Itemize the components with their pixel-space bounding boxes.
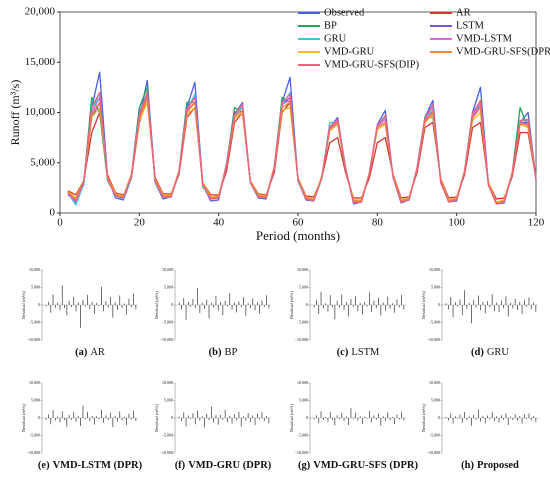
caption-part: (g) bbox=[298, 460, 311, 471]
y-tick-label: −5,000 bbox=[297, 432, 308, 438]
legend-label: GRU bbox=[324, 33, 347, 44]
y-tick-label: 5,000 bbox=[299, 284, 308, 290]
y-tick-label: 10,000 bbox=[429, 380, 440, 386]
x-tick-label: 120 bbox=[528, 217, 545, 229]
y-tick-label: −10,000 bbox=[160, 337, 173, 343]
caption-part: GRU bbox=[487, 347, 510, 358]
y-tick-label: −5,000 bbox=[297, 319, 308, 325]
y-tick-label: 10,000 bbox=[25, 106, 56, 118]
panel-caption: (g) VMD-GRU-SFS (DPR) bbox=[298, 460, 418, 471]
legend-label: VMD-LSTM bbox=[456, 33, 513, 44]
legend-label: AR bbox=[456, 7, 471, 18]
caption-part: VMD-LSTM (DPR) bbox=[53, 460, 143, 471]
y-tick-label: −10,000 bbox=[27, 337, 40, 343]
y-tick-label: 5,000 bbox=[31, 284, 40, 290]
caption-part: (c) bbox=[337, 347, 349, 358]
series-line bbox=[67, 91, 537, 205]
series-line bbox=[67, 71, 537, 205]
caption-part: (h) bbox=[461, 460, 474, 471]
caption-part: Proposed bbox=[477, 460, 519, 471]
caption-part: (d) bbox=[471, 347, 484, 358]
panel-caption: (a) AR bbox=[75, 347, 105, 358]
y-tick-label: −10,000 bbox=[295, 337, 308, 343]
caption-part: (b) bbox=[209, 347, 222, 358]
legend-label: VMD-GRU bbox=[324, 46, 375, 57]
y-tick-label: −10,000 bbox=[427, 450, 440, 456]
y-tick-label: −10,000 bbox=[160, 450, 173, 456]
caption-part: VMD-GRU (DPR) bbox=[188, 460, 272, 471]
panel-caption: (f) VMD-GRU (DPR) bbox=[175, 460, 272, 471]
x-axis-label: Period (months) bbox=[256, 228, 340, 243]
y-tick-label: 5,000 bbox=[431, 284, 440, 290]
y-tick-label: −5,000 bbox=[29, 432, 40, 438]
y-tick-label: −10,000 bbox=[295, 450, 308, 456]
y-axis-label: Residual (m³/s) bbox=[289, 404, 294, 432]
legend-label: VMD-GRU-SFS(DPR) bbox=[456, 46, 550, 57]
x-tick-label: 40 bbox=[213, 217, 225, 229]
x-tick-label: 20 bbox=[134, 217, 146, 229]
legend-label: VMD-GRU-SFS(DIP) bbox=[324, 59, 420, 70]
x-tick-label: 80 bbox=[372, 217, 384, 229]
y-tick-label: 0 bbox=[438, 415, 440, 420]
x-tick-label: 60 bbox=[293, 217, 305, 229]
caption-part: BP bbox=[225, 347, 238, 358]
caption-part: (f) bbox=[175, 460, 186, 471]
y-tick-label: 0 bbox=[38, 415, 40, 420]
y-tick-label: 0 bbox=[38, 302, 40, 307]
legend-label: LSTM bbox=[456, 20, 485, 31]
y-axis-label: Residual (m³/s) bbox=[421, 291, 426, 319]
caption-part: AR bbox=[90, 347, 105, 358]
y-tick-label: −5,000 bbox=[429, 432, 440, 438]
y-tick-label: 5,000 bbox=[164, 284, 173, 290]
y-tick-label: 10,000 bbox=[429, 267, 440, 273]
panel-caption: (h) Proposed bbox=[461, 460, 519, 471]
y-tick-label: 0 bbox=[438, 302, 440, 307]
panel-caption: (d) GRU bbox=[471, 347, 509, 358]
y-tick-label: −10,000 bbox=[427, 337, 440, 343]
y-tick-label: −5,000 bbox=[162, 319, 173, 325]
panel-caption: (e) VMD-LSTM (DPR) bbox=[38, 460, 143, 471]
caption-part: (e) bbox=[38, 460, 50, 471]
y-tick-label: −5,000 bbox=[429, 319, 440, 325]
y-tick-label: 15,000 bbox=[25, 56, 56, 68]
y-tick-label: 0 bbox=[50, 207, 56, 219]
y-tick-label: 10,000 bbox=[297, 380, 308, 386]
y-tick-label: 5,000 bbox=[299, 397, 308, 403]
y-tick-label: 5,000 bbox=[431, 397, 440, 403]
x-tick-label: 0 bbox=[57, 217, 63, 229]
y-tick-label: 5,000 bbox=[164, 397, 173, 403]
legend-label: Observed bbox=[324, 7, 365, 18]
y-tick-label: 10,000 bbox=[162, 267, 173, 273]
caption-part: VMD-GRU-SFS (DPR) bbox=[313, 460, 418, 471]
y-tick-label: 0 bbox=[306, 415, 308, 420]
y-tick-label: −10,000 bbox=[27, 450, 40, 456]
y-axis-label: Residual (m³/s) bbox=[289, 291, 294, 319]
y-tick-label: 0 bbox=[171, 415, 173, 420]
y-axis-label: Runoff (m³/s) bbox=[8, 80, 22, 146]
y-tick-label: −5,000 bbox=[162, 432, 173, 438]
panel-caption: (b) BP bbox=[209, 347, 238, 358]
y-axis-label: Residual (m³/s) bbox=[154, 404, 159, 432]
y-tick-label: −5,000 bbox=[29, 319, 40, 325]
y-tick-label: 20,000 bbox=[25, 6, 56, 18]
y-tick-label: 10,000 bbox=[29, 380, 40, 386]
y-axis-label: Residual (m³/s) bbox=[21, 291, 26, 319]
y-axis-label: Residual (m³/s) bbox=[154, 291, 159, 319]
y-tick-label: 0 bbox=[306, 302, 308, 307]
y-tick-label: 5,000 bbox=[30, 156, 55, 168]
y-tick-label: 10,000 bbox=[297, 267, 308, 273]
caption-part: (a) bbox=[75, 347, 88, 358]
panel-caption: (c) LSTM bbox=[337, 347, 380, 358]
legend-label: BP bbox=[324, 20, 337, 31]
y-tick-label: 10,000 bbox=[162, 380, 173, 386]
caption-part: LSTM bbox=[351, 347, 380, 358]
y-axis-label: Residual (m³/s) bbox=[421, 404, 426, 432]
y-axis-label: Residual (m³/s) bbox=[21, 404, 26, 432]
y-tick-label: 5,000 bbox=[31, 397, 40, 403]
x-tick-label: 100 bbox=[448, 217, 465, 229]
y-tick-label: 0 bbox=[171, 302, 173, 307]
y-tick-label: 10,000 bbox=[29, 267, 40, 273]
